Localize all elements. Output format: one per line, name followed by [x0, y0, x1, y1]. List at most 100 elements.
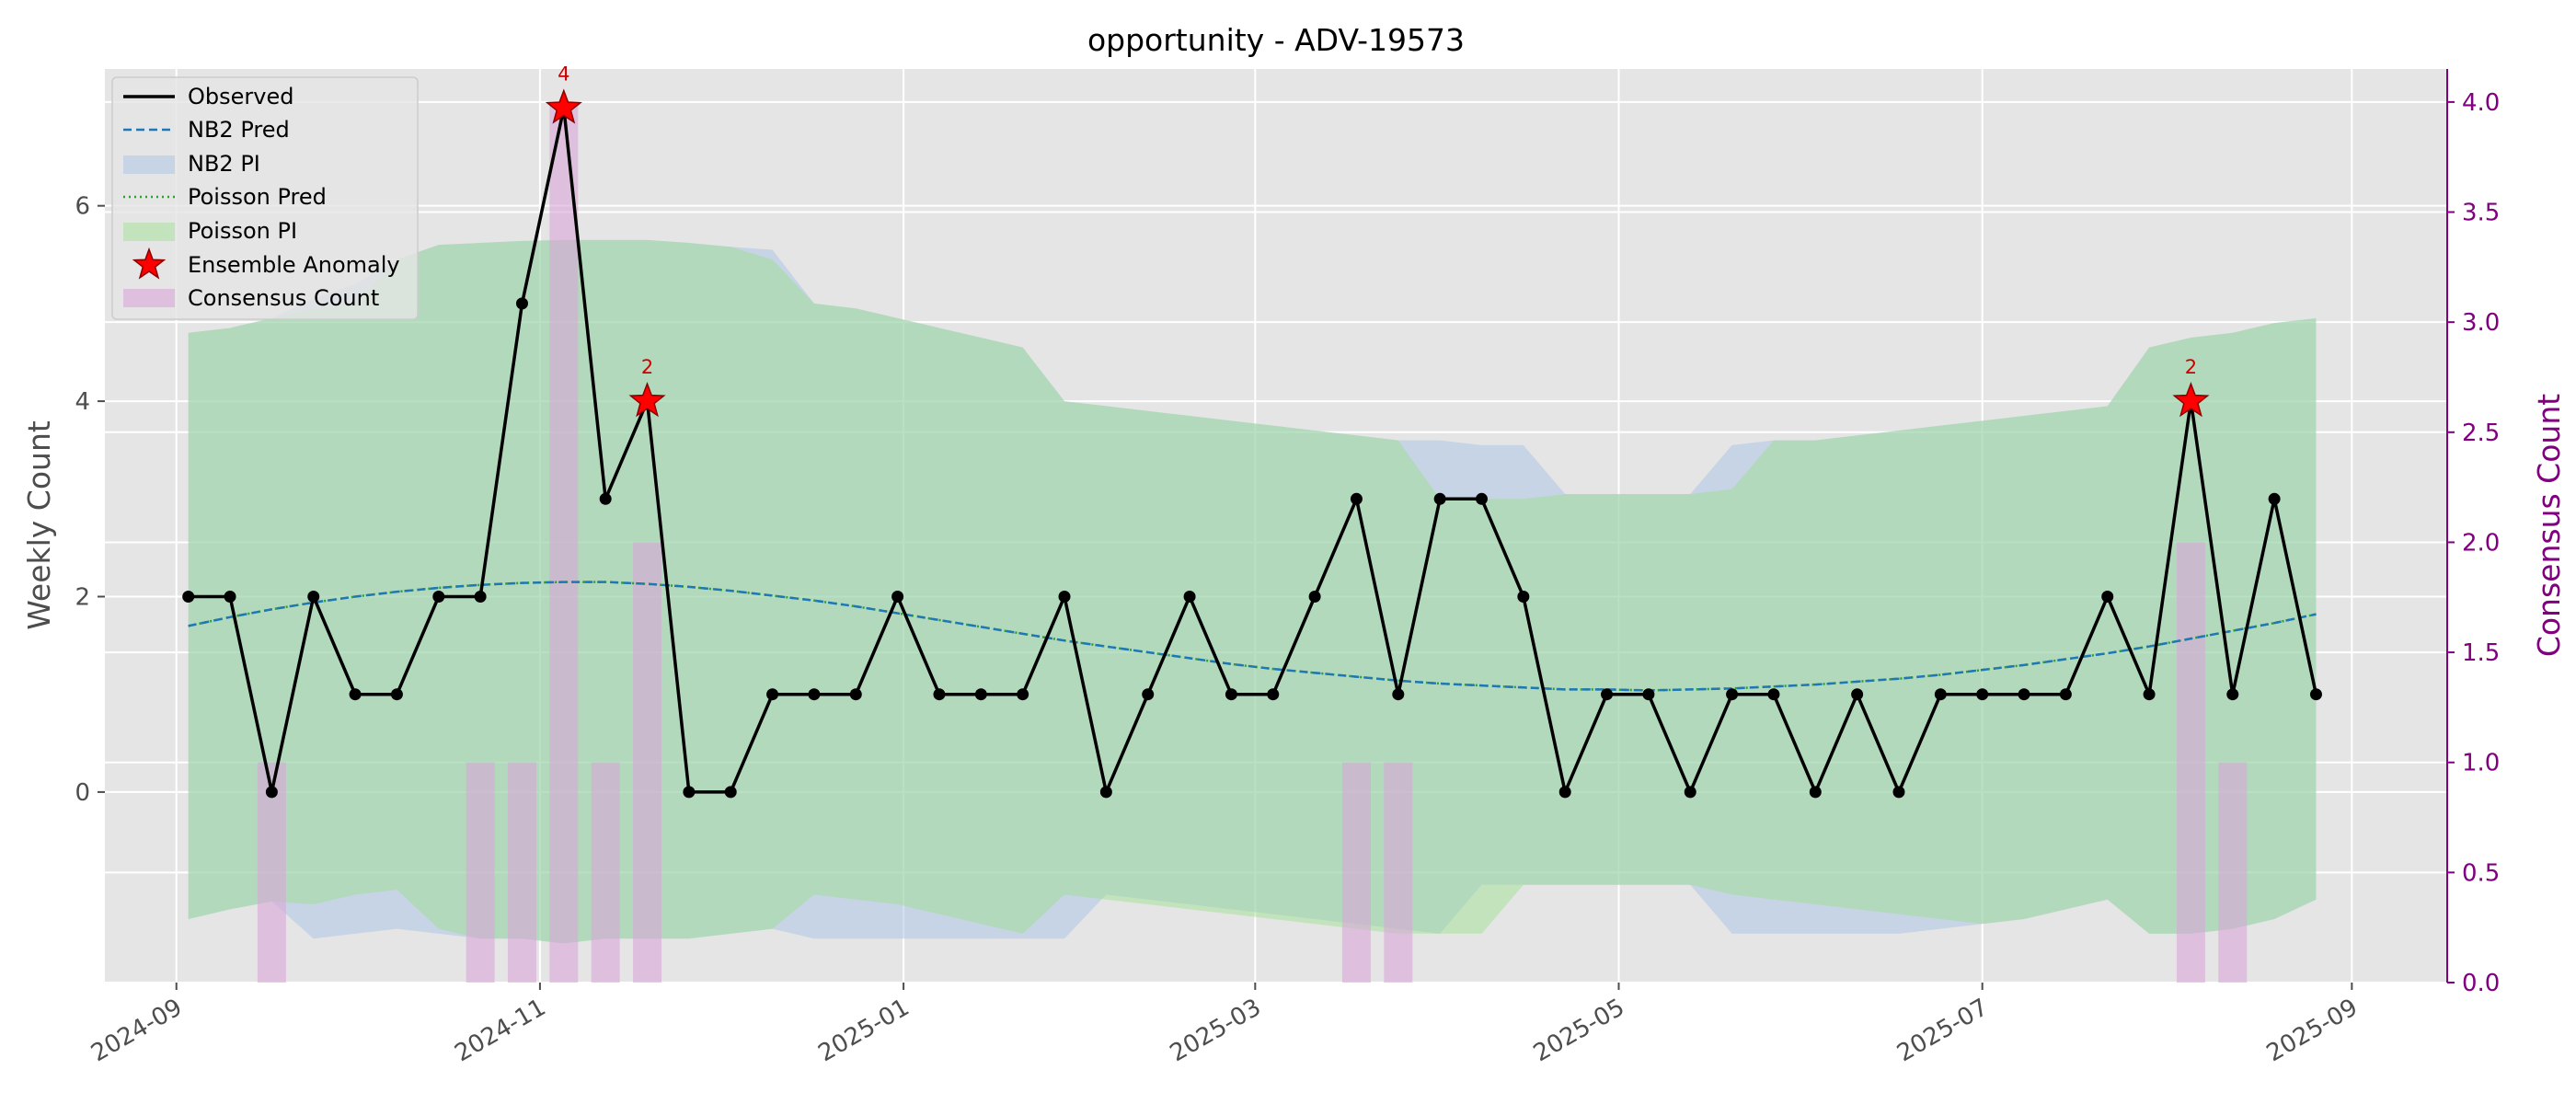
x-tick-label-5: 2025-07	[1892, 994, 1993, 1067]
legend: Observed NB2 Pred NB2 PI Poisson Pred Po…	[111, 76, 419, 320]
observed-point-51	[2309, 688, 2322, 701]
observed-point-5	[390, 688, 403, 701]
observed-point-49	[2226, 688, 2239, 701]
y-tick-label-3: 6	[75, 193, 90, 221]
legend-nb2-pred-label: NB2 Pred	[188, 117, 290, 143]
observed-point-20	[1017, 688, 1029, 701]
nb2-pred-line	[188, 581, 2317, 692]
consensus-bar-0	[257, 762, 286, 983]
consensus-bars	[257, 101, 2248, 983]
anomaly-star-1	[628, 381, 666, 418]
legend-poisson-pi-swatch	[123, 223, 175, 241]
observed-point-17	[891, 590, 904, 603]
legend-nb2-pi-swatch	[123, 155, 175, 174]
anomaly-markers: 4 2 2	[545, 63, 2210, 418]
y-axis-title: Weekly Count	[21, 420, 57, 630]
observed-point-31	[1476, 492, 1489, 505]
observed-point-39	[1809, 786, 1822, 799]
y2-tick-label-4: 2.0	[2462, 529, 2500, 557]
observed-point-19	[974, 688, 987, 701]
legend-consensus-swatch	[123, 289, 175, 307]
anomaly-star-0	[545, 88, 582, 124]
legend-anomaly-label: Ensemble Anomaly	[188, 252, 400, 278]
observed-point-45	[2059, 688, 2072, 701]
observed-point-15	[808, 688, 821, 701]
observed-point-13	[724, 786, 737, 799]
y2-tick-label-0: 0.0	[2462, 970, 2500, 997]
y2-tick-label-1: 0.5	[2462, 859, 2500, 887]
observed-point-24	[1183, 590, 1196, 603]
observed-point-6	[432, 590, 445, 603]
observed-point-38	[1767, 688, 1780, 701]
consensus-bar-9	[2218, 762, 2248, 983]
consensus-bar-5	[633, 542, 662, 983]
chart-title: opportunity - ADV-19573	[1087, 22, 1465, 58]
legend-observed-label: Observed	[188, 84, 293, 109]
observed-point-43	[1976, 688, 1989, 701]
observed-point-41	[1892, 786, 1905, 799]
observed-point-46	[2101, 590, 2114, 603]
consensus-bar-4	[591, 762, 620, 983]
observed-point-50	[2268, 492, 2281, 505]
observed-point-25	[1225, 688, 1237, 701]
observed-point-22	[1099, 786, 1112, 799]
prediction-intervals	[188, 239, 2317, 944]
observed-point-28	[1350, 492, 1363, 505]
legend-poisson-pred-label: Poisson Pred	[188, 184, 327, 210]
x-tick-label-0: 2024-09	[86, 994, 187, 1067]
legend-nb2-pi-label: NB2 PI	[188, 151, 260, 177]
consensus-bar-2	[507, 762, 536, 983]
y2-axis-title: Consensus Count	[2531, 394, 2567, 657]
observed-point-12	[683, 786, 696, 799]
anomaly-star-2	[2172, 381, 2210, 418]
observed-point-10	[599, 492, 612, 505]
observed-point-40	[1851, 688, 1864, 701]
y2-tick-label-6: 3.0	[2462, 309, 2500, 337]
observed-point-7	[474, 590, 487, 603]
y2-tick-label-7: 3.5	[2462, 200, 2500, 227]
y-tick-label-2: 4	[75, 388, 90, 416]
x-tick-label-4: 2025-05	[1529, 994, 1629, 1067]
observed-point-18	[933, 688, 946, 701]
y-tick-label-1: 2	[75, 583, 90, 611]
y2-tick-label-3: 1.5	[2462, 639, 2500, 667]
legend-anomaly-star-icon	[132, 247, 167, 280]
observed-point-0	[182, 590, 195, 603]
observed-point-33	[1558, 786, 1571, 799]
observed-point-1	[224, 590, 236, 603]
observed-point-3	[307, 590, 320, 603]
anomaly-label-1: 2	[641, 356, 653, 378]
observed-point-26	[1267, 688, 1280, 701]
consensus-bar-6	[1341, 762, 1371, 983]
consensus-bar-8	[2176, 542, 2205, 983]
observed-point-23	[1142, 688, 1155, 701]
observed-point-34	[1601, 688, 1614, 701]
observed-point-16	[849, 688, 862, 701]
consensus-bar-7	[1384, 762, 1413, 983]
observed-point-27	[1308, 590, 1321, 603]
legend-box	[111, 76, 419, 320]
observed-point-2	[265, 786, 278, 799]
x-tick-label-3: 2025-03	[1166, 994, 1266, 1067]
x-tick-label-6: 2025-09	[2262, 994, 2363, 1067]
y2-tick-label-5: 2.5	[2462, 420, 2500, 447]
observed-point-42	[1934, 688, 1947, 701]
poisson-pi-band	[188, 239, 2317, 944]
observed-point-14	[766, 688, 779, 701]
anomaly-label-0: 4	[558, 63, 569, 85]
anomaly-label-2: 2	[2185, 356, 2197, 378]
observed-line	[188, 106, 2318, 794]
observed-point-32	[1517, 590, 1530, 603]
nb2-pi-band	[188, 239, 2317, 944]
consensus-bar-3	[549, 101, 579, 983]
consensus-bar-1	[466, 762, 495, 983]
observed-point-30	[1433, 492, 1446, 505]
observed-point-37	[1726, 688, 1739, 701]
y2-tick-label-8: 4.0	[2462, 89, 2500, 117]
x-tick-label-1: 2024-11	[450, 994, 550, 1067]
legend-consensus-label: Consensus Count	[188, 285, 379, 311]
prediction-lines	[188, 581, 2317, 692]
observed-point-36	[1684, 786, 1696, 799]
observed-point-8	[515, 297, 528, 310]
